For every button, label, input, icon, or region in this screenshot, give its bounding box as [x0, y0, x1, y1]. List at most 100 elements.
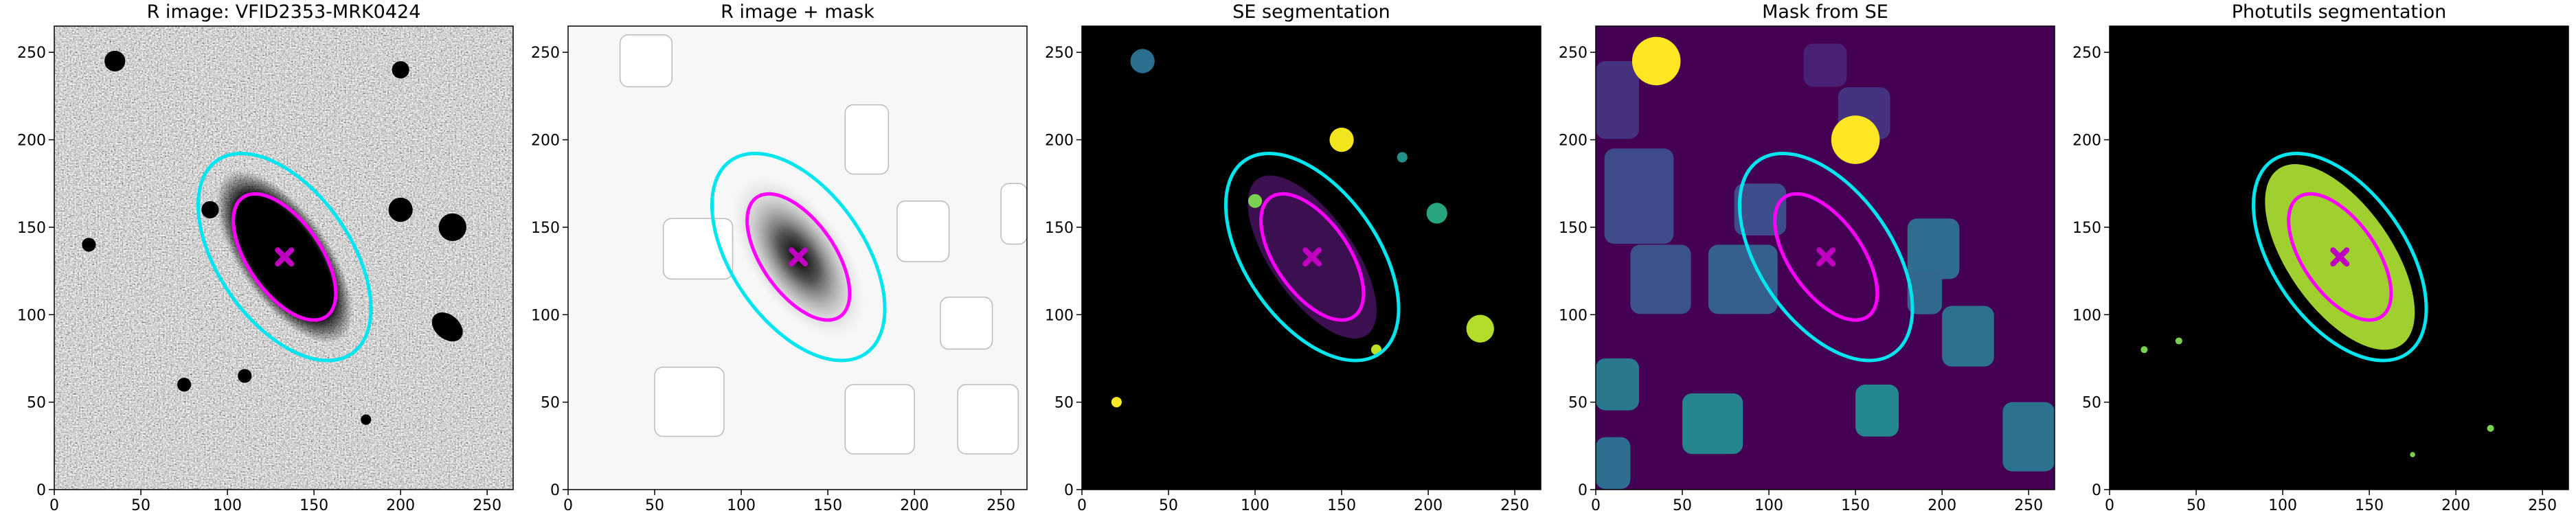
x-tick-label: 150: [1841, 497, 1870, 514]
mask-region: [1630, 244, 1691, 314]
image: [54, 26, 513, 490]
mask-region: [654, 366, 725, 437]
aperture-ellipse: [710, 151, 887, 363]
panel: 0 50 100 150 200 250 0 50 100 150 200 250 SE segment…: [1045, 1, 1541, 514]
x-tick-label: 100: [727, 497, 756, 514]
aperture-ellipse: [196, 151, 373, 363]
mask-region: [1907, 271, 1943, 314]
center-marker: [275, 247, 295, 267]
x-tick-label: 50: [131, 497, 150, 514]
y-tick-label: 250: [17, 45, 46, 62]
source: [392, 61, 409, 79]
x-tick-label: 200: [1414, 497, 1443, 514]
segment: [2140, 346, 2148, 354]
aperture-ellipse: [1737, 151, 1914, 363]
mask-region: [1803, 43, 1847, 87]
image: [568, 26, 1027, 490]
y-tick-label: 0: [1064, 482, 1074, 499]
segment: [2410, 452, 2415, 457]
x-tick-label: 150: [300, 497, 328, 514]
x-tick-label: 0: [49, 497, 59, 514]
aperture-ellipse: [2251, 151, 2428, 363]
x-tick-label: 200: [1928, 497, 1956, 514]
panel-title: R image + mask: [721, 1, 874, 23]
mask-region: [1631, 36, 1681, 86]
mask-region: [844, 384, 915, 455]
y-tick-label: 100: [1045, 307, 1074, 324]
x-tick-label: 200: [2441, 497, 2470, 514]
y-tick-label: 50: [541, 395, 560, 412]
x-tick-label: 100: [213, 497, 242, 514]
x-tick-label: 200: [900, 497, 929, 514]
mask-region: [957, 384, 1019, 455]
source: [361, 414, 372, 425]
segment: [2487, 424, 2494, 432]
source: [82, 238, 96, 252]
y-tick-label: 200: [531, 133, 560, 150]
mask-region: [844, 104, 890, 175]
mask-region: [1708, 244, 1778, 314]
axes-frame: [567, 25, 1028, 490]
aperture-ellipse: [745, 192, 852, 322]
y-tick-label: 100: [1559, 307, 1588, 324]
mask-region: [1596, 437, 1631, 490]
mask-region: [1604, 148, 1674, 244]
center-marker: [789, 247, 809, 267]
x-tick-label: 100: [1754, 497, 1783, 514]
y-tick-label: 100: [2072, 307, 2101, 324]
y-tick-label: 250: [1559, 45, 1588, 62]
panel: 0 50 100 150 200 250 0 50 100 150 200 250 Mask from …: [1559, 1, 2055, 514]
x-tick-label: 150: [813, 497, 842, 514]
aperture-ellipse: [2287, 192, 2393, 322]
center-marker: [2330, 247, 2350, 267]
source: [238, 369, 252, 383]
source: [438, 213, 466, 242]
x-tick-label: 250: [986, 497, 1015, 514]
center-marker: [1302, 247, 1322, 267]
panel-title: SE segmentation: [1232, 1, 1390, 23]
x-tick-label: 50: [2187, 497, 2206, 514]
mask-region: [1855, 385, 1899, 437]
aperture-ellipse: [231, 192, 338, 322]
x-tick-label: 250: [2528, 497, 2557, 514]
source: [201, 201, 219, 219]
y-tick-label: 100: [531, 307, 560, 324]
panel: 0 50 100 150 200 250 0 50 100 150 200 250 R image + …: [531, 1, 1028, 514]
panel-title: R image: VFID2353-MRK0424: [147, 1, 421, 23]
segment: [1130, 49, 1155, 73]
x-tick-label: 0: [2105, 497, 2114, 514]
x-tick-label: 0: [1591, 497, 1601, 514]
mask-region: [1596, 60, 1640, 139]
source: [104, 50, 126, 72]
segment: [1426, 203, 1447, 224]
axes-frame: [2109, 25, 2569, 490]
aperture-ellipse: [1259, 192, 1366, 322]
y-tick-label: 200: [2072, 133, 2101, 150]
mask-region: [1596, 358, 1640, 411]
axes-frame: [54, 25, 514, 490]
segment: [1111, 397, 1122, 408]
y-tick-label: 200: [17, 133, 46, 150]
segment: [1466, 314, 1494, 343]
galaxy: [431, 312, 463, 342]
mask-region: [2002, 402, 2055, 472]
y-tick-label: 0: [2092, 482, 2101, 499]
x-tick-label: 250: [1500, 497, 1529, 514]
panel-title: Mask from SE: [1762, 1, 1888, 23]
y-tick-label: 200: [1045, 133, 1074, 150]
mask-region: [1000, 183, 1027, 245]
mask-region: [940, 297, 993, 350]
y-tick-label: 150: [17, 220, 46, 237]
y-tick-label: 50: [27, 395, 46, 412]
y-tick-label: 0: [36, 482, 46, 499]
x-tick-label: 200: [386, 497, 415, 514]
x-tick-label: 0: [1077, 497, 1087, 514]
x-tick-label: 250: [473, 497, 501, 514]
y-tick-label: 250: [1045, 45, 1074, 62]
panel-title: Photutils segmentation: [2232, 1, 2447, 23]
mask-region: [1682, 393, 1743, 455]
x-tick-label: 150: [2355, 497, 2384, 514]
axes-frame: [1081, 25, 1541, 490]
y-tick-label: 150: [1559, 220, 1588, 237]
panel: 0 50 100 150 200 250 0 50 100 150 200 250 Photutils …: [2072, 1, 2569, 514]
